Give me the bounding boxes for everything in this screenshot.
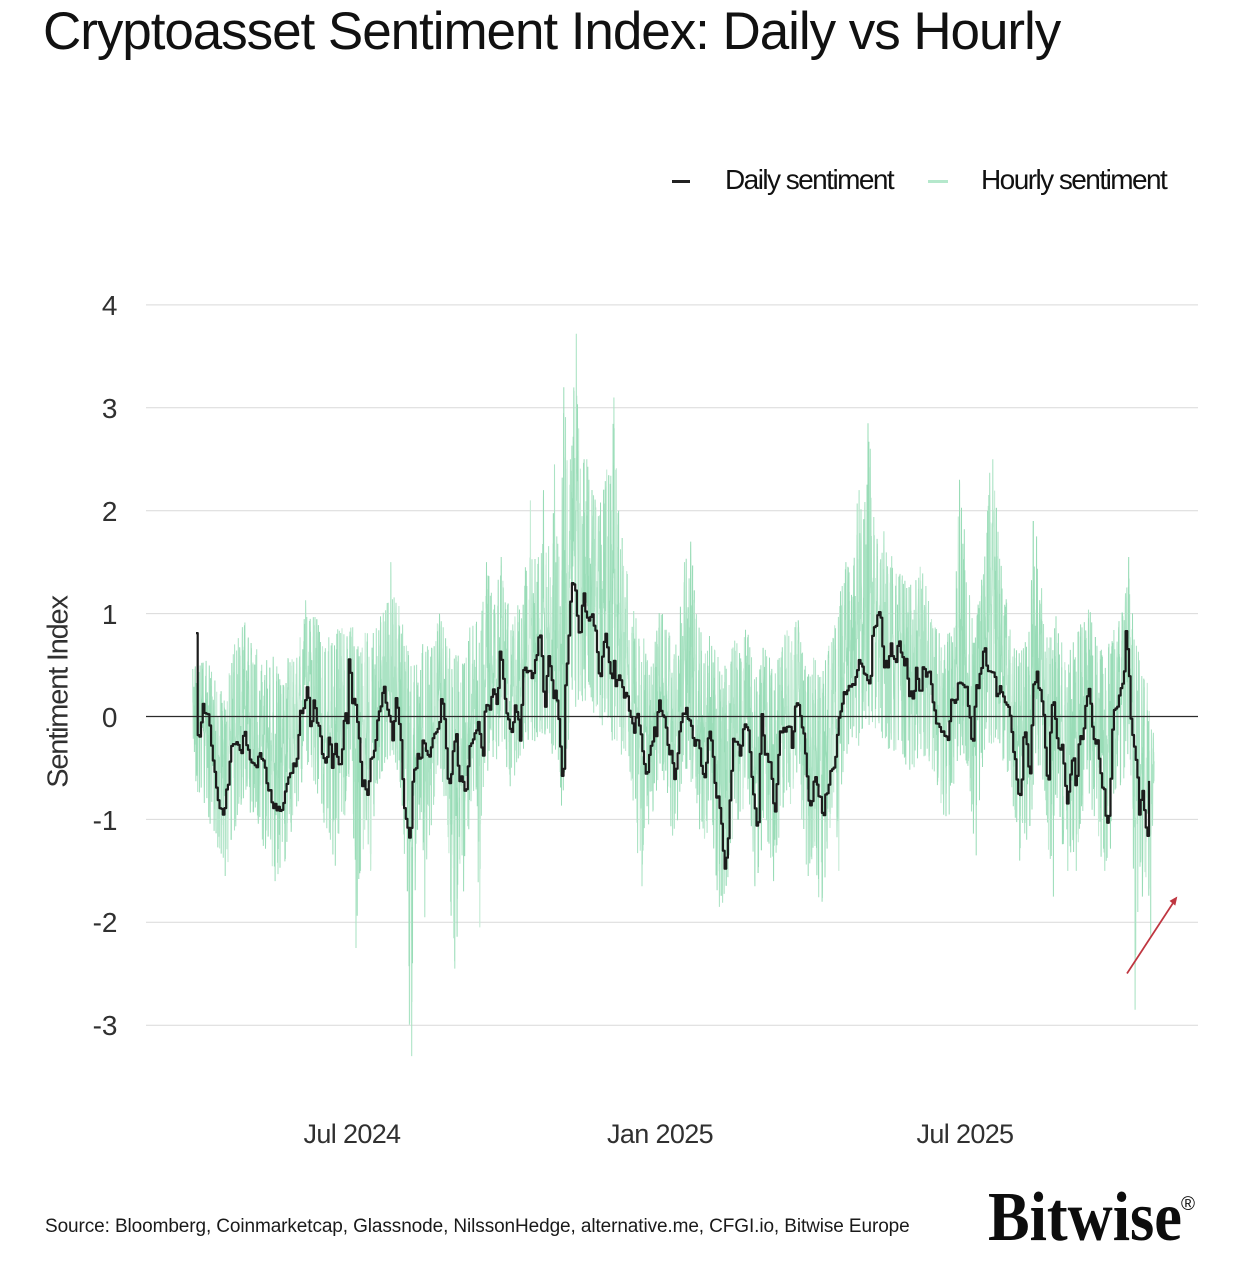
svg-text:Bitwise: Bitwise	[988, 1179, 1182, 1256]
svg-text:®: ®	[1181, 1194, 1195, 1215]
